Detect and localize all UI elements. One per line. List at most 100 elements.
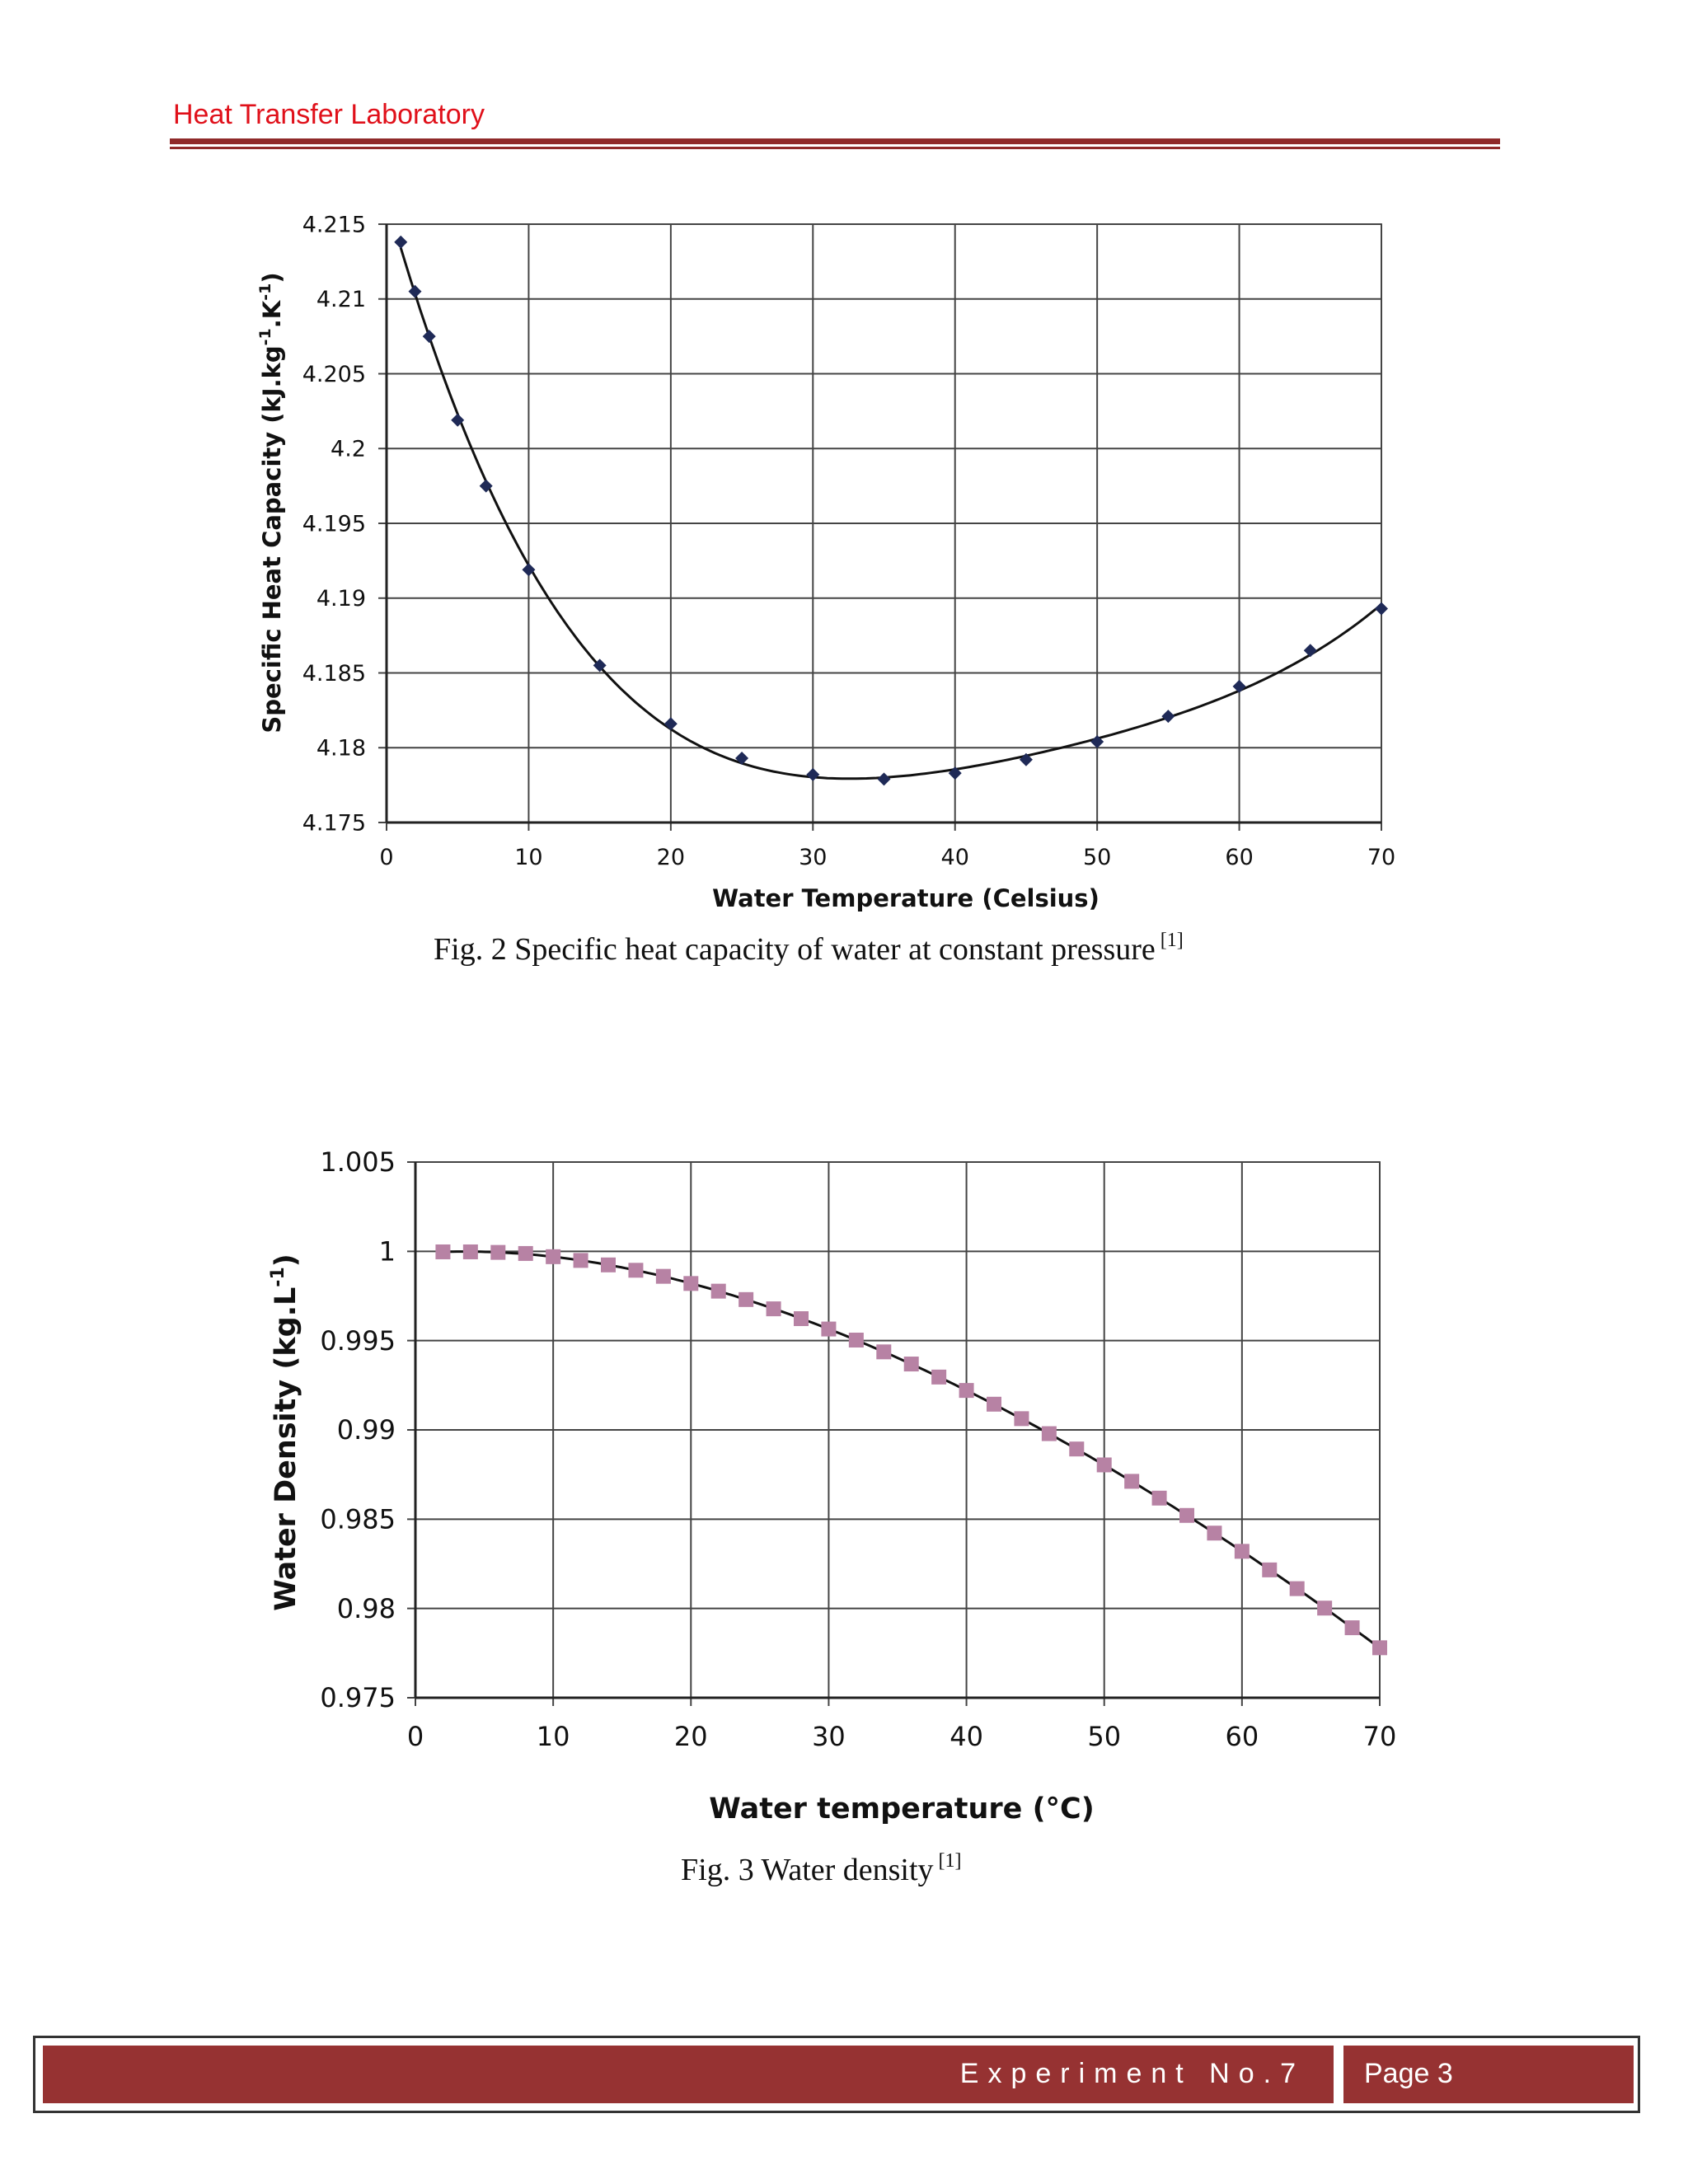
chart-specific-heat: 0 10 20 30 40 50 60 70 4.175 4.18 4.185 4.19 4.195 4.…: [256, 212, 1395, 912]
footer-frame: [33, 2036, 1640, 2113]
chart2-data-point: [1096, 1457, 1112, 1473]
chart2-data-point: [1317, 1601, 1333, 1616]
chart1-data-point: [451, 413, 465, 427]
chart2-y-tick-label: 1.005: [320, 1146, 396, 1178]
chart2-x-tick-label: 70: [1363, 1721, 1397, 1752]
chart1-data-point: [877, 772, 891, 786]
chart1-data-point: [422, 330, 436, 344]
chart2-data-point: [1344, 1620, 1360, 1636]
chart1-y-tick-label: 4.205: [302, 362, 366, 387]
chart1-x-tick-label: 10: [514, 845, 542, 870]
chart1-y-tick-label: 4.195: [302, 511, 366, 537]
chart2-x-axis-label: Water temperature (°C): [709, 1793, 1095, 1825]
chart-water-density: 0 10 20 30 40 50 60 70 0.975 0.98 0.985 0.99 0.995 1 1…: [268, 1146, 1396, 1825]
chart1-data-point: [593, 658, 607, 673]
chart2-x-tick-label: 40: [950, 1721, 983, 1752]
chart2-data-point: [655, 1268, 671, 1284]
chart1-x-tick-label: 40: [941, 845, 969, 870]
chart2-data-point: [1289, 1581, 1305, 1596]
chart1-y-tick-label: 4.185: [302, 661, 366, 687]
chart2-plot-area: 0 10 20 30 40 50 60 70 0.975 0.98 0.985 0.99 0.995 1 1…: [320, 1146, 1396, 1752]
chart2-data-point: [601, 1257, 616, 1272]
chart2-data-point: [1151, 1490, 1167, 1506]
chart1-data-point: [948, 766, 962, 780]
chart2-data-point: [794, 1311, 809, 1327]
chart2-y-axis-label-close: ): [270, 1254, 302, 1267]
chart2-data-point: [546, 1249, 561, 1264]
chart2-data-point: [1069, 1441, 1085, 1457]
chart2-y-axis-label-main: Water Density (kg.L: [270, 1287, 302, 1611]
figure-2-reference: [1]: [1160, 930, 1184, 951]
chart2-data-point: [821, 1321, 837, 1337]
chart1-data-point: [408, 284, 422, 298]
chart2-data-point: [738, 1291, 754, 1307]
chart1-data-point: [1375, 602, 1388, 616]
chart1-x-tick-label: 30: [799, 845, 827, 870]
chart1-y-axis-label-close: ): [258, 272, 286, 283]
footer-page-number: Page 3: [1364, 2058, 1453, 2089]
chart2-data-point: [1207, 1526, 1222, 1541]
chart1-x-tick-label: 0: [379, 845, 393, 870]
figure-3-caption: Fig. 3 Water density [1]: [681, 1850, 962, 1888]
chart1-x-axis-label: Water Temperature (Celsius): [712, 884, 1100, 912]
header-title: Heat Transfer Laboratory: [173, 99, 485, 130]
chart2-data-point: [876, 1344, 892, 1360]
chart2-data-point: [710, 1283, 726, 1299]
chart1-trendline: [399, 247, 1382, 780]
chart2-y-tick-label: 0.985: [320, 1504, 396, 1535]
chart1-y-tick-label: 4.18: [316, 736, 366, 762]
chart1-data-point: [806, 767, 820, 781]
chart1-data-point: [479, 479, 493, 493]
footer-bar: [43, 2046, 1334, 2103]
chart2-data-point: [931, 1369, 947, 1385]
chart2-x-tick-label: 10: [537, 1721, 570, 1752]
header-rule: [170, 138, 1500, 144]
chart1-data-point: [1090, 734, 1104, 748]
chart1-y-tick-label: 4.215: [302, 212, 366, 237]
footer-experiment: Experiment No.7: [959, 2058, 1305, 2089]
chart2-data-point: [683, 1276, 699, 1291]
chart1-y-tick-label: 4.21: [316, 287, 366, 312]
chart2-data-point: [1372, 1640, 1387, 1656]
chart1-data-point: [1232, 679, 1246, 693]
figure-2-caption: Fig. 2 Specific heat capacity of water a…: [434, 930, 1184, 968]
chart1-y-tick-label: 4.175: [302, 810, 366, 836]
chart2-x-tick-label: 50: [1087, 1721, 1121, 1752]
chart1-y-tick-label: 4.19: [316, 586, 366, 612]
chart1-x-tick-label: 50: [1083, 845, 1111, 870]
chart2-y-axis-label-sup: -1: [268, 1267, 288, 1286]
figure-3-caption-text: Fig. 3 Water density: [681, 1853, 934, 1887]
chart1-y-axis-label: Specific Heat Capacity (kJ.kg-1.K-1): [256, 272, 286, 733]
chart2-data-point: [766, 1301, 781, 1317]
chart2-data-point: [1041, 1426, 1057, 1441]
chart2-data-point: [1014, 1411, 1029, 1427]
chart1-y-axis-label-sup1: -1: [256, 328, 274, 345]
chart2-data-point: [462, 1244, 478, 1259]
chart2-x-tick-label: 0: [407, 1721, 424, 1752]
chart2-y-tick-label: 0.98: [337, 1593, 396, 1624]
chart2-data-point: [490, 1244, 506, 1260]
chart1-data-point: [394, 235, 408, 249]
chart1-y-axis-label-sup2: -1: [256, 284, 274, 301]
chart2-y-axis-label: Water Density (kg.L-1): [268, 1254, 302, 1611]
chart2-data-point: [518, 1245, 533, 1261]
chart2-x-tick-label: 30: [812, 1721, 846, 1752]
chart1-data-point: [1019, 752, 1033, 766]
chart2-data-point: [959, 1383, 974, 1399]
figure-3-reference: [1]: [938, 1850, 962, 1872]
chart2-data-point: [987, 1396, 1001, 1412]
chart2-data-point: [903, 1357, 919, 1372]
chart1-data-point: [522, 563, 536, 577]
chart2-y-tick-label: 0.99: [337, 1414, 396, 1446]
chart1-y-axis-label-k: .K: [258, 299, 286, 328]
chart2-data-point: [573, 1253, 588, 1268]
chart1-x-tick-label: 20: [657, 845, 685, 870]
header-rule-thin: [170, 147, 1500, 149]
chart1-plot-area: 0 10 20 30 40 50 60 70 4.175 4.18 4.185 4.19 4.195 4.…: [302, 212, 1395, 870]
chart2-data-point: [1179, 1507, 1194, 1523]
chart2-y-tick-label: 1: [379, 1236, 396, 1268]
chart2-y-tick-label: 0.975: [320, 1682, 396, 1713]
figure-2-caption-text: Fig. 2 Specific heat capacity of water a…: [434, 932, 1156, 967]
footer-page-bar: [1343, 2046, 1634, 2103]
chart2-y-tick-label: 0.995: [320, 1325, 396, 1357]
